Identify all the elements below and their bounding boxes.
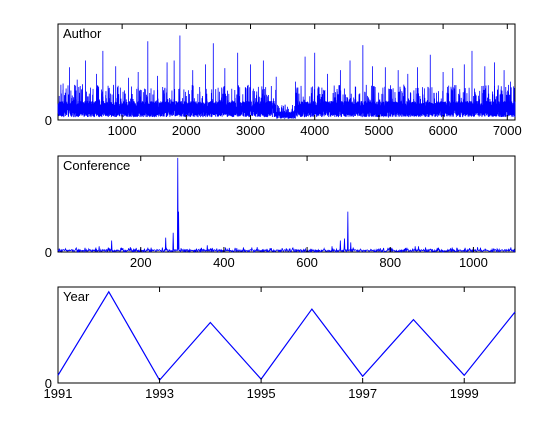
year-x-tick-label: 1999	[450, 386, 479, 401]
year-y-tick-label: 0	[45, 376, 52, 391]
author-x-tick-label: 4000	[300, 123, 329, 138]
author-panel-title: Author	[63, 26, 102, 41]
year-x-tick-label: 1997	[348, 386, 377, 401]
author-x-tick-label: 6000	[429, 123, 458, 138]
conference-plot-frame	[57, 155, 516, 253]
author-y-tick-label: 0	[45, 113, 52, 128]
conference-x-tick-label: 400	[213, 255, 235, 270]
author-panel: 1000 2000 3000 4000 5000 6000 7000 0 Author	[45, 23, 522, 138]
author-x-tick-label: 7000	[493, 123, 522, 138]
conference-panel: 200 400 600 800 1000 0 Conference	[45, 155, 516, 270]
year-panel-title: Year	[63, 289, 90, 304]
year-x-tick-label: 1993	[145, 386, 174, 401]
author-x-tick-label: 3000	[236, 123, 265, 138]
author-series-line	[57, 35, 516, 120]
year-plot-frame	[57, 286, 516, 384]
author-x-tick-label: 1000	[108, 123, 137, 138]
conference-panel-title: Conference	[63, 158, 130, 173]
author-x-tick-label: 2000	[172, 123, 201, 138]
conference-series-line	[57, 157, 516, 254]
year-x-tick-label: 1991	[44, 386, 73, 401]
year-x-tick-label: 1995	[247, 386, 276, 401]
author-x-tick-label: 5000	[364, 123, 393, 138]
year-panel: 1991 1993 1995 1997 1999 0 Year	[44, 286, 516, 401]
conference-x-tick-label: 600	[296, 255, 318, 270]
year-series-line	[57, 290, 516, 382]
conference-y-tick-label: 0	[45, 245, 52, 260]
conference-x-tick-label: 800	[379, 255, 401, 270]
conference-x-tick-label: 200	[130, 255, 152, 270]
conference-x-tick-label: 1000	[459, 255, 488, 270]
